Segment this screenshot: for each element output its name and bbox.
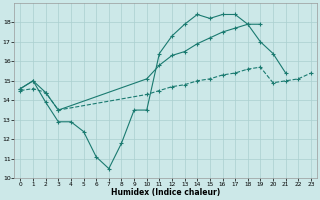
X-axis label: Humidex (Indice chaleur): Humidex (Indice chaleur) bbox=[111, 188, 220, 197]
